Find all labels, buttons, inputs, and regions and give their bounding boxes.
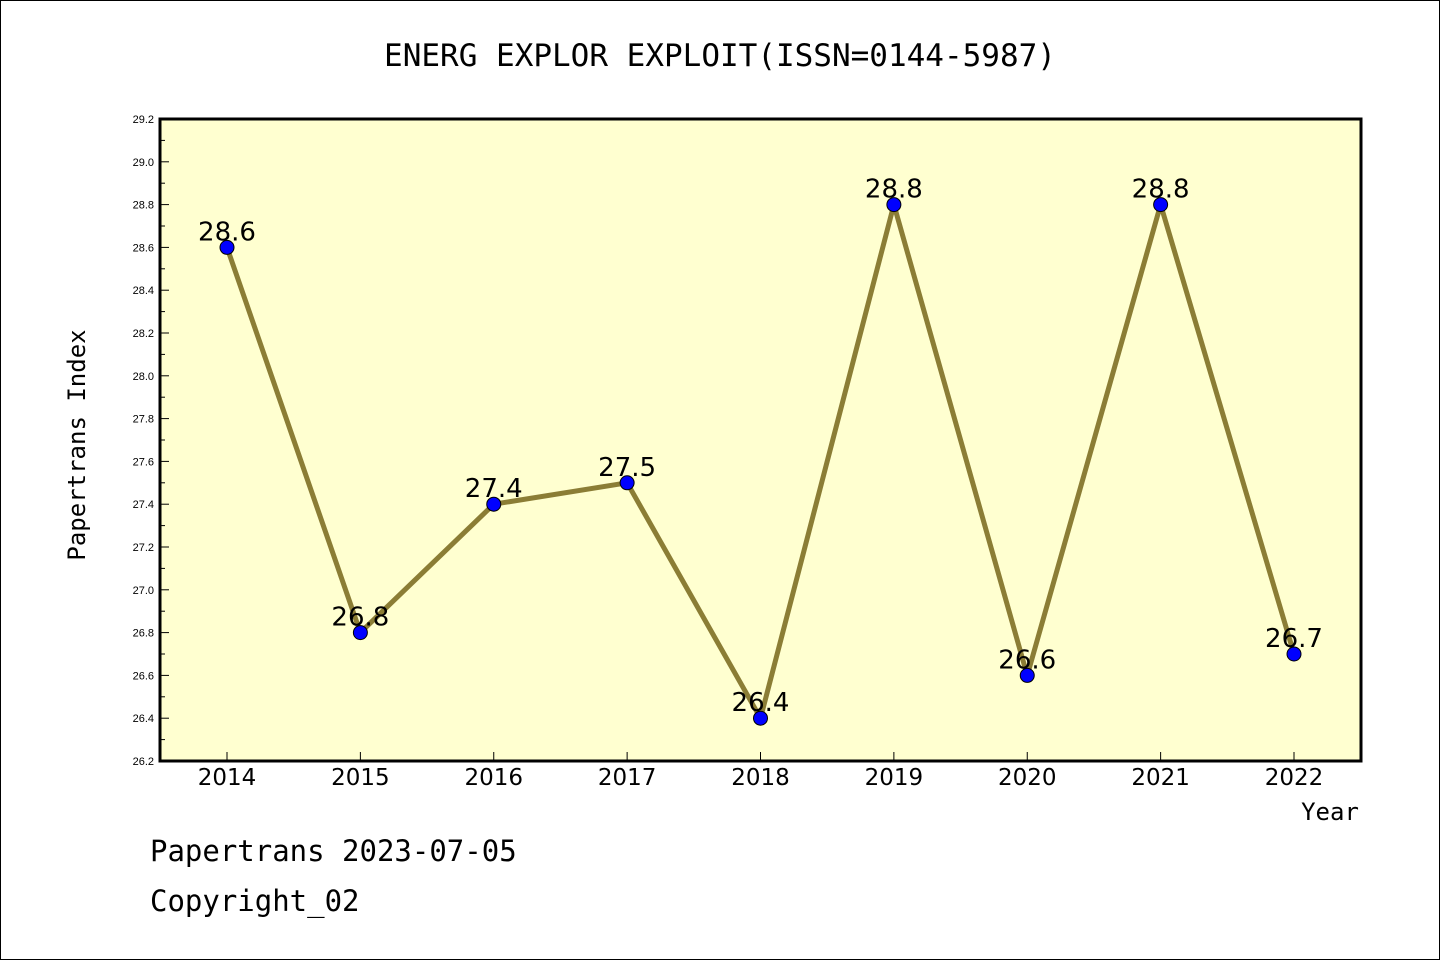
data-label: 27.5 — [598, 453, 656, 483]
x-tick-label: 2018 — [731, 765, 790, 791]
y-tick-label: 28.6 — [133, 242, 154, 254]
y-axis: 26.2 26.4 26.6 26.8 27.0 27.2 27.4 27.6 27.8 28.0… — [133, 114, 169, 768]
y-tick-label: 26.8 — [133, 628, 154, 640]
y-tick-label: 26.2 — [133, 756, 154, 768]
x-tick-label: 2020 — [998, 765, 1057, 791]
x-tick-label: 2022 — [1265, 765, 1324, 791]
y-tick-label: 29.0 — [133, 157, 154, 169]
data-point — [1153, 197, 1169, 213]
chart-title: ENERG EXPLOR EXPLOIT(ISSN=0144-5987) — [384, 38, 1056, 74]
data-label: 28.8 — [1132, 175, 1190, 205]
data-label: 26.6 — [998, 645, 1056, 675]
data-point — [619, 475, 635, 491]
x-tick-label: 2016 — [464, 765, 523, 791]
y-tick-label: 28.2 — [133, 328, 154, 340]
x-tick-label: 2017 — [598, 765, 657, 791]
plot-area — [158, 117, 1363, 763]
footer-date: Papertrans 2023-07-05 — [150, 834, 517, 868]
x-axis-title: Year — [1301, 798, 1359, 826]
y-tick-label: 29.2 — [133, 114, 154, 126]
data-point — [1286, 646, 1302, 662]
y-tick-label: 27.8 — [133, 414, 154, 426]
data-labels: 28.6 26.8 27.4 27.5 26.4 28.8 26.6 28.8 26.7 — [198, 175, 1323, 719]
x-tick-label: 2019 — [865, 765, 924, 791]
y-tick-label: 28.4 — [133, 285, 154, 297]
x-tick-label: 2015 — [331, 765, 390, 791]
footer-copyright: Copyright_02 — [150, 884, 360, 918]
x-axis: 2014 2015 2016 2017 2018 2019 2020 2021 2022 — [198, 752, 1324, 791]
data-point — [753, 710, 768, 726]
y-tick-label: 28.8 — [133, 200, 154, 212]
y-tick-label: 27.4 — [133, 499, 154, 511]
x-tick-label: 2014 — [198, 765, 257, 791]
y-tick-label: 26.6 — [133, 670, 154, 682]
data-label: 27.4 — [465, 474, 523, 504]
x-tick-label: 2021 — [1131, 765, 1190, 791]
y-axis-title: Papertrans Index — [63, 329, 91, 560]
data-point — [486, 496, 502, 512]
data-label: 28.8 — [865, 175, 923, 205]
y-tick-label: 28.0 — [133, 371, 154, 383]
data-point — [886, 197, 902, 213]
data-point — [219, 239, 235, 255]
y-tick-label: 26.4 — [133, 713, 154, 725]
series-markers — [219, 197, 1302, 726]
data-label: 26.7 — [1265, 624, 1323, 654]
y-tick-label: 27.0 — [133, 585, 154, 597]
y-tick-label: 27.6 — [133, 456, 154, 468]
y-tick-label: 27.2 — [133, 542, 154, 554]
data-point — [352, 625, 368, 641]
data-label: 26.8 — [331, 603, 389, 633]
data-label: 28.6 — [198, 217, 256, 247]
data-point — [1019, 667, 1035, 683]
data-label: 26.4 — [732, 688, 790, 718]
